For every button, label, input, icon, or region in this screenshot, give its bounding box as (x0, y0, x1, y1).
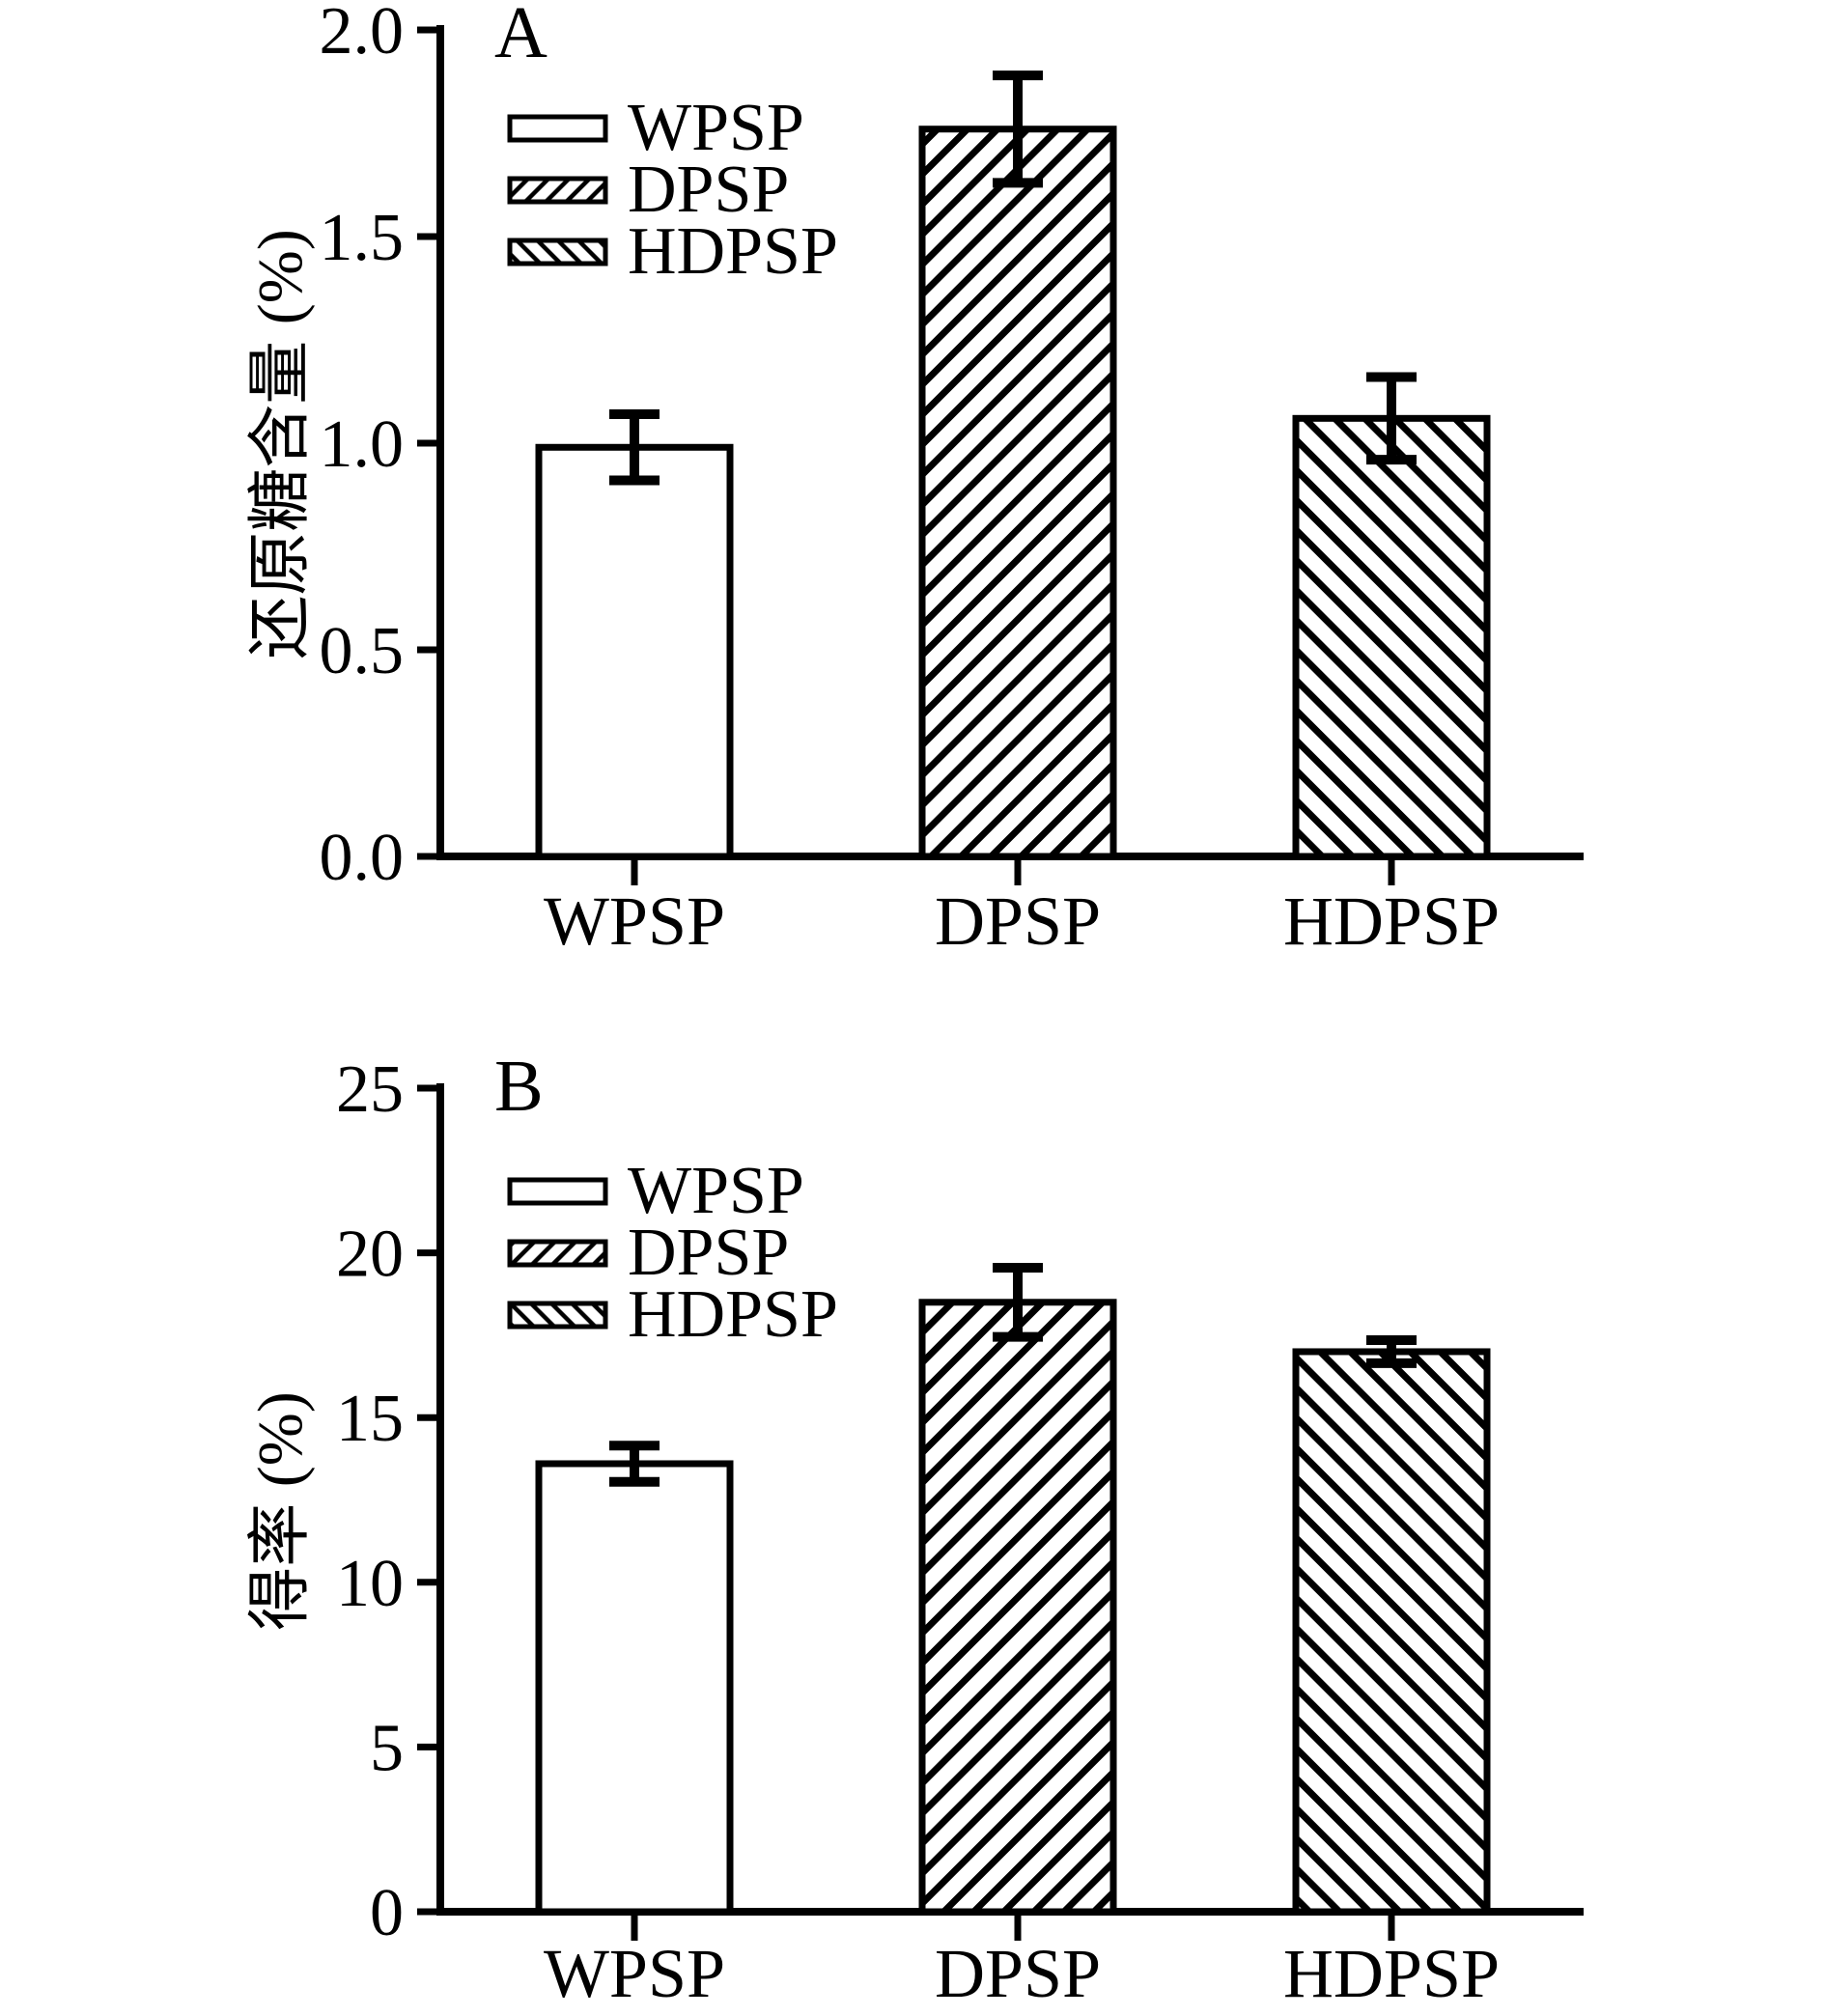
category-label-hdpsp: HDPSP (1283, 1935, 1500, 2012)
y-axis-title-a: 还原糖含量 (%) (245, 229, 316, 658)
legend-label-dpsp: DPSP (628, 1216, 789, 1290)
y-tick-label: 0 (370, 1876, 404, 1950)
y-tick-label: 5 (370, 1711, 404, 1785)
legend-label-hdpsp: HDPSP (628, 1277, 838, 1352)
y-tick-label: 10 (336, 1547, 404, 1621)
y-tick-label: 0.0 (320, 821, 405, 895)
y-tick-label: 2.0 (320, 0, 405, 69)
bar-dpsp (918, 126, 1117, 860)
bar-dpsp (918, 1299, 1117, 1916)
legend-label-dpsp: DPSP (628, 153, 789, 227)
legend-swatch-hdpsp (507, 1301, 608, 1330)
category-label-wpsp: WPSP (544, 1935, 725, 2012)
legend-swatch-dpsp (507, 176, 608, 205)
category-label-dpsp: DPSP (935, 882, 1101, 960)
category-label-wpsp: WPSP (544, 882, 725, 960)
y-tick-label: 25 (336, 1052, 404, 1127)
legend-label-hdpsp: HDPSP (628, 214, 838, 289)
y-tick-label: 15 (336, 1382, 404, 1456)
bar-hdpsp (1292, 414, 1491, 860)
y-tick-label: 0.5 (320, 614, 405, 688)
y-tick-label: 20 (336, 1218, 404, 1292)
y-tick-label: 1.5 (320, 201, 405, 275)
legend-swatch-wpsp (507, 1177, 608, 1206)
panel-letter-a: A (494, 0, 548, 73)
legend-label-wpsp: WPSP (628, 1154, 804, 1228)
panel-letter-b: B (494, 1046, 544, 1127)
panel-a-reducing-sugar-chart: 0.0 0.5 1.0 1.5 2.0 WPSP DPSP HDPSP A WPSP DPSP HDP… (245, 0, 1584, 960)
legend-label-wpsp: WPSP (628, 91, 804, 165)
panel-b-yield-chart: 0 5 10 15 20 25 WPSP DPSP HDPSP B WPSP DPSP HDPSP 得率 … (0, 1008, 1825, 2016)
y-axis-title-b: 得率 (%) (245, 1391, 316, 1630)
bar-wpsp (535, 443, 734, 860)
category-label-dpsp: DPSP (935, 1935, 1101, 2012)
category-label-hdpsp: HDPSP (1283, 882, 1500, 960)
bar-hdpsp (1292, 1348, 1491, 1916)
legend-swatch-dpsp (507, 1239, 608, 1268)
legend-swatch-hdpsp (507, 238, 608, 266)
y-tick-label: 1.0 (320, 407, 405, 482)
bar-wpsp (535, 1460, 734, 1916)
legend-swatch-wpsp (507, 114, 608, 143)
